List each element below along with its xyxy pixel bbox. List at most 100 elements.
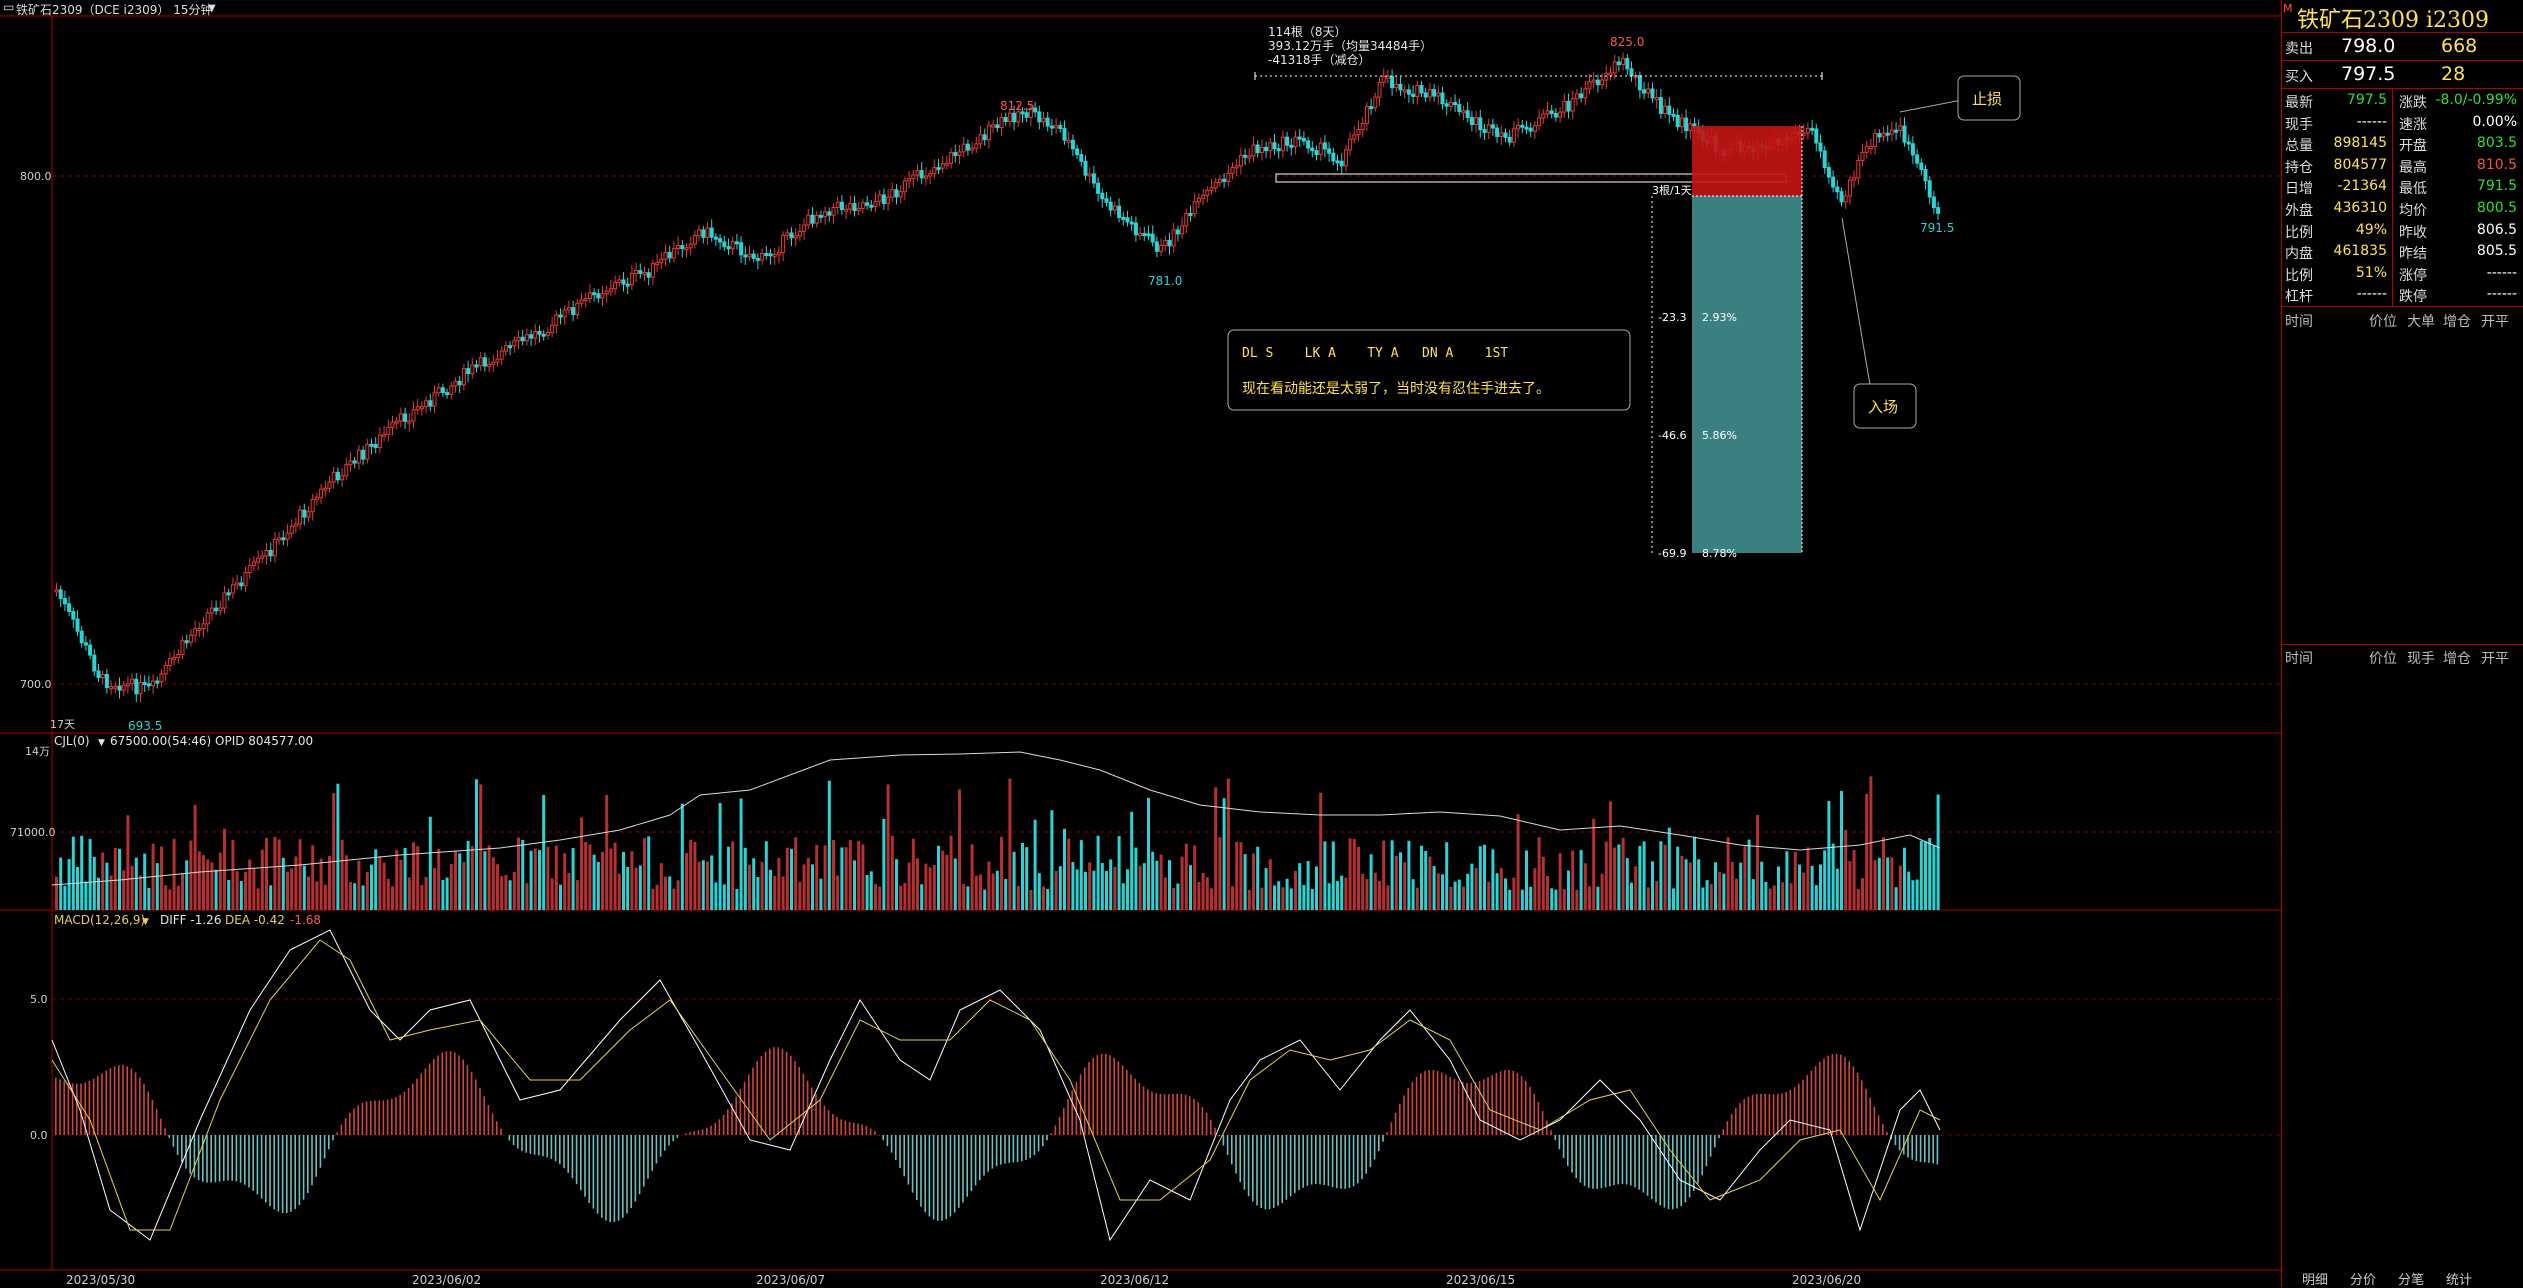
stop-loss-zone[interactable] xyxy=(1692,126,1802,196)
candle xyxy=(971,148,974,150)
tab-price[interactable]: 分价 xyxy=(2350,1269,2376,1288)
candle xyxy=(866,203,869,205)
tab-ticks[interactable]: 分笔 xyxy=(2398,1269,2424,1288)
volume-bar xyxy=(1118,836,1121,910)
macd-bar xyxy=(1206,1113,1208,1135)
macd-bar xyxy=(530,1135,532,1154)
macd-bar xyxy=(857,1124,859,1135)
volume-bar xyxy=(1189,865,1192,910)
macd-bar xyxy=(1004,1135,1006,1164)
price-candles xyxy=(55,52,1940,702)
volume-bar xyxy=(735,889,738,910)
candle xyxy=(143,683,146,685)
candle xyxy=(206,613,209,624)
macd-indicator-name[interactable]: MACD(12,26,9) xyxy=(54,913,145,927)
volume-bar xyxy=(1437,873,1440,910)
candle xyxy=(1126,218,1129,222)
volume-bar xyxy=(1806,847,1809,910)
candle xyxy=(399,414,402,421)
volume-bar xyxy=(702,860,705,910)
candle xyxy=(912,175,915,179)
macd-bar xyxy=(408,1088,410,1135)
trade-note[interactable]: DL S LK A TY A DN A 1ST 现在看动能还是太弱了，当时没有忍… xyxy=(1228,330,1630,410)
volume-indicator-name[interactable]: CJL(0) xyxy=(54,734,90,748)
macd-bar xyxy=(1601,1135,1603,1188)
candle xyxy=(1105,199,1108,202)
volume-bar xyxy=(761,862,764,910)
candle xyxy=(1294,137,1297,147)
volume-bar xyxy=(1592,819,1595,910)
volume-bar xyxy=(903,883,906,910)
candle xyxy=(1399,84,1402,90)
macd-bar xyxy=(210,1135,212,1183)
candle xyxy=(1130,222,1133,224)
macd-bar xyxy=(660,1135,662,1157)
candle xyxy=(1890,130,1893,134)
candle xyxy=(891,190,894,197)
macd-bar xyxy=(1101,1054,1103,1135)
volume-bar xyxy=(1080,840,1083,910)
candle xyxy=(954,153,957,156)
candle xyxy=(1046,118,1049,126)
tab-stats[interactable]: 统计 xyxy=(2446,1269,2472,1288)
volume-bar xyxy=(1680,856,1683,910)
macd-bar xyxy=(945,1135,947,1219)
macd-bar xyxy=(1714,1135,1716,1147)
volume-bar xyxy=(1260,888,1263,910)
candle xyxy=(1361,123,1364,129)
volume-bar xyxy=(744,848,747,910)
macd-bar xyxy=(206,1135,208,1183)
volume-bar xyxy=(790,849,793,910)
macd-bar xyxy=(588,1135,590,1203)
sell-row[interactable]: 卖出 798.0 668 xyxy=(2281,34,2523,60)
candle xyxy=(1349,139,1352,150)
volume-bar xyxy=(601,852,604,910)
candle xyxy=(1571,99,1574,111)
candle xyxy=(765,253,768,255)
chart-area[interactable]: 800.0 700.0 17天 14万 71000.0 5.0 0.0 CJL(… xyxy=(0,0,2281,1287)
macd-bar xyxy=(1092,1058,1094,1135)
volume-bar xyxy=(1475,868,1478,910)
entry-callout[interactable]: 入场 xyxy=(1842,218,1916,428)
volume-bar xyxy=(1727,837,1730,910)
macd-dea-line xyxy=(52,940,1940,1230)
candle xyxy=(1596,80,1599,85)
chevron-down-icon[interactable]: ▼ xyxy=(142,917,149,927)
macd-bar xyxy=(1769,1094,1771,1135)
volume-bar xyxy=(773,876,776,910)
macd-bar xyxy=(693,1131,695,1135)
macd-bar xyxy=(240,1135,242,1183)
volume-bar xyxy=(815,845,818,910)
candle xyxy=(324,488,327,490)
tab-details[interactable]: 明细 xyxy=(2302,1269,2328,1288)
candle xyxy=(408,421,411,423)
note-text: 现在看动能还是太弱了，当时没有忍住手进去了。 xyxy=(1242,381,1550,397)
volume-bar xyxy=(1315,866,1318,910)
macd-bar xyxy=(1361,1135,1363,1179)
profit-target-zone[interactable] xyxy=(1692,196,1802,553)
macd-bar xyxy=(168,1135,170,1138)
candle xyxy=(412,410,415,421)
stop-callout[interactable]: 止损 xyxy=(1900,76,2020,120)
candle xyxy=(1290,145,1293,147)
candle xyxy=(517,337,520,341)
chevron-down-icon[interactable]: ▼ xyxy=(98,738,105,748)
candle xyxy=(1277,149,1280,151)
volume-bar xyxy=(97,878,100,910)
macd-bar xyxy=(1244,1135,1246,1190)
buy-qty: 28 xyxy=(2441,63,2465,85)
candle xyxy=(1281,137,1284,151)
macd-bar xyxy=(1454,1079,1456,1135)
macd-bar xyxy=(1445,1075,1447,1135)
macd-bar xyxy=(1252,1135,1254,1202)
macd-bar xyxy=(55,1078,57,1135)
macd-value: -1.68 xyxy=(290,913,321,927)
volume-bar xyxy=(534,849,537,910)
candle xyxy=(782,235,785,252)
volume-bar xyxy=(93,857,96,910)
candle xyxy=(471,365,474,374)
candle xyxy=(1269,143,1272,151)
volume-bar xyxy=(370,865,373,910)
candle xyxy=(126,684,129,686)
buy-row[interactable]: 买入 797.5 28 xyxy=(2281,62,2523,88)
